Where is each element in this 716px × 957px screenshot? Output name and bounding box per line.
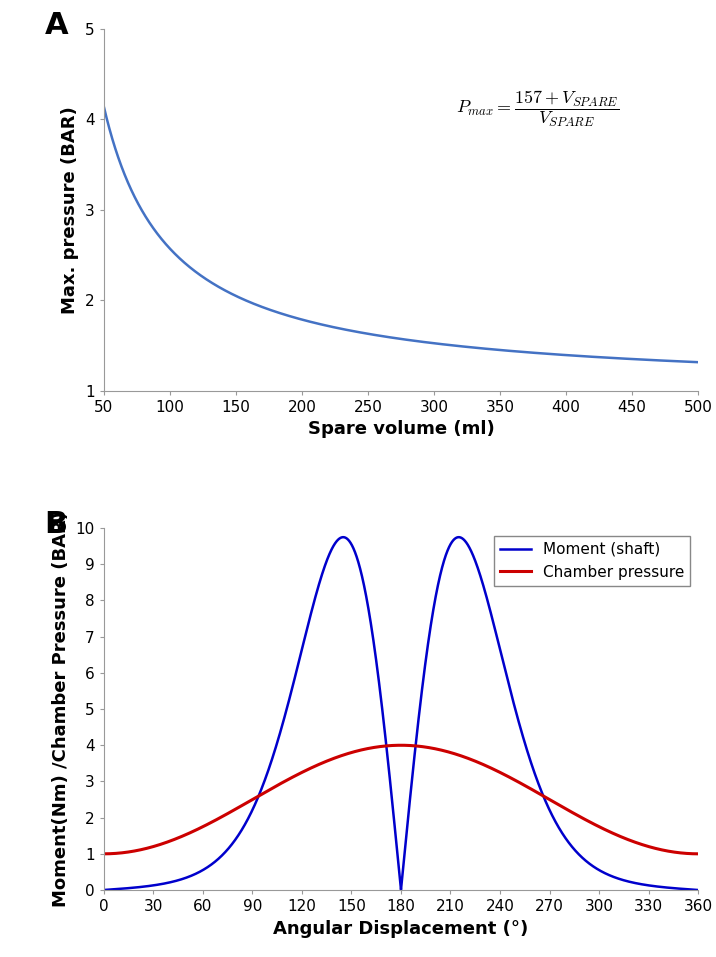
- Text: $P_{max} = \dfrac{157+V_{SPARE}}{V_{SPARE}}$: $P_{max} = \dfrac{157+V_{SPARE}}{V_{SPAR…: [456, 88, 619, 129]
- Chamber pressure: [216, 812, 225, 823]
- Legend: Moment (shaft), Chamber pressure: Moment (shaft), Chamber pressure: [494, 536, 690, 586]
- Chamber pressure: [397, 740, 405, 751]
- Chamber pressure: [124, 846, 132, 857]
- Moment (shaft): [124, 882, 132, 894]
- Line: Moment (shaft): Moment (shaft): [104, 537, 698, 890]
- X-axis label: Angular Displacement (°): Angular Displacement (°): [274, 920, 528, 938]
- Chamber pressure: [662, 845, 671, 857]
- Moment (shaft): [216, 852, 225, 863]
- Moment (shaft): [662, 881, 671, 893]
- Moment (shaft): [339, 531, 347, 543]
- Chamber pressure: [100, 848, 108, 859]
- Y-axis label: Max. pressure (BAR): Max. pressure (BAR): [62, 106, 79, 314]
- Moment (shaft): [694, 884, 702, 896]
- Y-axis label: Moment(Nm) /Chamber Pressure (BAR): Moment(Nm) /Chamber Pressure (BAR): [52, 511, 70, 907]
- Moment (shaft): [390, 817, 399, 829]
- Chamber pressure: [390, 740, 399, 751]
- Text: B: B: [44, 510, 67, 539]
- Line: Chamber pressure: Chamber pressure: [104, 746, 698, 854]
- Moment (shaft): [135, 881, 144, 893]
- Moment (shaft): [100, 884, 108, 896]
- Chamber pressure: [102, 848, 111, 859]
- Chamber pressure: [135, 844, 144, 856]
- Text: A: A: [44, 11, 68, 39]
- X-axis label: Spare volume (ml): Spare volume (ml): [308, 420, 494, 438]
- Chamber pressure: [694, 848, 702, 859]
- Moment (shaft): [102, 884, 111, 896]
